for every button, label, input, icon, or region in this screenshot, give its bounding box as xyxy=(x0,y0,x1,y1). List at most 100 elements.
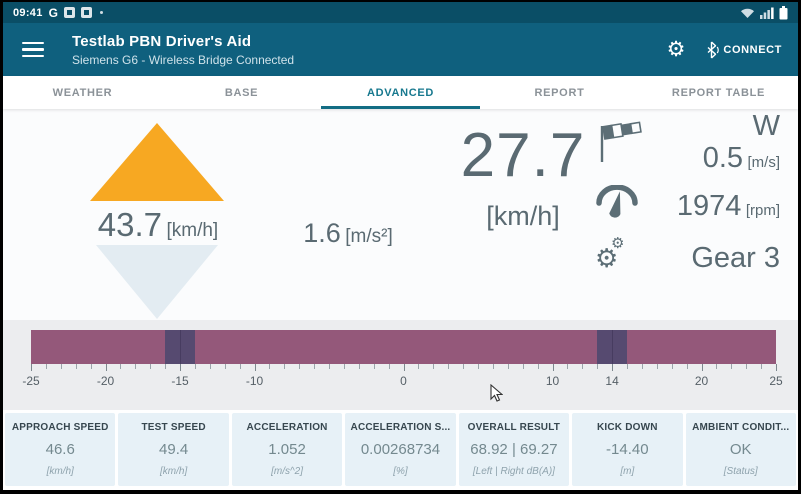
gears-icon: ⚙ ⚙ xyxy=(595,234,625,273)
bluetooth-icon xyxy=(707,40,720,59)
gauge-tick xyxy=(507,364,509,369)
gauge-tick xyxy=(224,364,226,369)
tab-base[interactable]: BASE xyxy=(224,86,259,99)
gauge-tick-label: 10 xyxy=(545,374,560,388)
gauge-tick xyxy=(254,364,256,371)
tab-weather[interactable]: WEATHER xyxy=(52,86,113,99)
gauge-tick xyxy=(641,364,643,369)
gauge-tick xyxy=(194,364,196,369)
gear-row: ⚙ ⚙ Gear 3 xyxy=(595,234,780,275)
card-acceleration: ACCELERATION 1.052 [m/s^2] xyxy=(231,413,343,486)
bluetooth-connect-button[interactable]: CONNECT xyxy=(707,40,782,59)
gauge-tick xyxy=(373,364,375,369)
target-speed-readout: 43.7 [km/h] xyxy=(58,206,258,244)
hamburger-menu-icon[interactable] xyxy=(22,38,44,62)
wind-speed-value: 0.5 xyxy=(702,141,744,174)
dashboard: 43.7 [km/h] 1.6 [m/s²] 27.7 [km/h] xyxy=(3,109,798,320)
metrics-strip: APPROACH SPEED 46.6 [km/h] TEST SPEED 49… xyxy=(3,410,798,490)
battery-icon xyxy=(779,5,788,19)
telemetry-panel: W 0.5 [m/s] 1974 [rpm] xyxy=(595,110,780,275)
wifi-icon xyxy=(741,8,754,18)
gauge-labels: -25 -20 -15 -10 0 10 14 20 25 xyxy=(22,374,782,390)
gauge-tick xyxy=(45,364,47,369)
tachometer-icon xyxy=(595,184,647,228)
gauge-tick xyxy=(60,364,62,369)
gauge-tick-label: 14 xyxy=(605,374,619,388)
gauge-tick xyxy=(150,364,152,369)
gauge-track xyxy=(31,330,776,364)
card-test-speed: TEST SPEED 49.4 [km/h] xyxy=(118,413,229,486)
gauge-tick-label: 25 xyxy=(769,374,783,388)
tab-advanced[interactable]: ADVANCED xyxy=(321,76,480,109)
gauge-ticks xyxy=(31,364,777,371)
gauge-tick xyxy=(31,364,32,371)
card-unit: [Left | Right dB(A)] xyxy=(472,466,555,477)
speed-down-triangle-icon xyxy=(96,245,218,319)
gauge-tick-label: 20 xyxy=(694,374,709,388)
gauge-tick xyxy=(165,364,167,369)
gauge-tick xyxy=(135,364,137,369)
card-value: 46.6 xyxy=(45,441,75,458)
notification-badge-icon-2 xyxy=(80,7,92,18)
acceleration-readout: 1.6 [m/s²] xyxy=(263,218,433,249)
gauge-tick xyxy=(597,364,599,369)
card-title: TEST SPEED xyxy=(141,422,206,433)
tab-report-table[interactable]: REPORT TABLE xyxy=(671,86,766,99)
acceleration-value: 1.6 xyxy=(303,218,341,248)
card-value: -14.40 xyxy=(606,441,649,458)
card-title: APPROACH SPEED xyxy=(11,422,109,433)
gear-icon[interactable]: ⚙ xyxy=(666,38,686,61)
gauge-tick xyxy=(239,364,241,369)
gauge-tick xyxy=(418,364,420,369)
rpm-row: 1974 [rpm] xyxy=(595,184,780,228)
gauge-tick xyxy=(75,364,77,369)
gauge-tick-label: -15 xyxy=(171,374,189,388)
card-unit: [km/h] xyxy=(46,466,74,477)
gauge-tick xyxy=(582,364,584,369)
gauge-tick xyxy=(731,364,733,369)
gauge-tick xyxy=(180,364,181,371)
gauge-tick xyxy=(686,364,688,369)
gauge-tick xyxy=(448,364,450,369)
acceleration-unit: [m/s²] xyxy=(345,226,393,247)
tab-report[interactable]: REPORT xyxy=(534,86,585,99)
gauge-tick xyxy=(403,364,405,371)
gauge-tick xyxy=(656,364,658,369)
card-kick-down: KICK DOWN -14.40 [m] xyxy=(572,413,683,486)
gauge-tick xyxy=(671,364,673,369)
current-speed-value: 27.7 xyxy=(460,121,586,190)
position-gauge: -25 -20 -15 -10 0 10 14 20 25 xyxy=(3,320,798,410)
card-approach-speed: APPROACH SPEED 46.6 [km/h] xyxy=(5,413,116,486)
card-overall-result: OVERALL RESULT 68.92 | 69.27 [Left | Rig… xyxy=(458,413,570,486)
gauge-tick xyxy=(478,364,479,369)
connect-label: CONNECT xyxy=(723,43,782,56)
app-screen: 09:41 G Testlab xyxy=(3,2,798,490)
gauge-tick xyxy=(761,364,763,369)
status-bar: 09:41 G xyxy=(3,2,798,23)
gauge-tick xyxy=(388,364,390,369)
card-unit: [m/s^2] xyxy=(271,466,304,477)
gauge-tick-label: -10 xyxy=(245,374,264,388)
card-acceleration-s: ACCELERATION S... 0.00268734 [%] xyxy=(345,413,456,486)
mouse-cursor xyxy=(490,384,503,402)
card-unit: [Status] xyxy=(723,466,758,477)
gauge-tick-label: -20 xyxy=(96,374,115,388)
status-time: 09:41 xyxy=(13,6,43,19)
wind-readout: W 0.5 [m/s] xyxy=(647,110,780,175)
card-value: 49.4 xyxy=(159,441,189,458)
card-title: OVERALL RESULT xyxy=(467,422,561,433)
gauge-tick xyxy=(522,364,524,369)
gauge-tick xyxy=(567,364,569,369)
gauge-tick xyxy=(776,364,777,371)
signal-icon xyxy=(760,7,774,19)
gear-value: Gear 3 xyxy=(691,241,780,274)
card-value: 0.00268734 xyxy=(360,441,441,458)
card-title: KICK DOWN xyxy=(596,422,658,433)
page-title: Testlab PBN Driver's Aid xyxy=(72,32,252,50)
notification-dot-icon xyxy=(99,11,103,14)
gauge-tick xyxy=(358,364,360,369)
card-value: 1.052 xyxy=(268,441,306,458)
current-speed-unit: [km/h] xyxy=(486,201,560,231)
card-unit: [m] xyxy=(620,466,635,477)
card-title: ACCELERATION S... xyxy=(350,422,451,433)
